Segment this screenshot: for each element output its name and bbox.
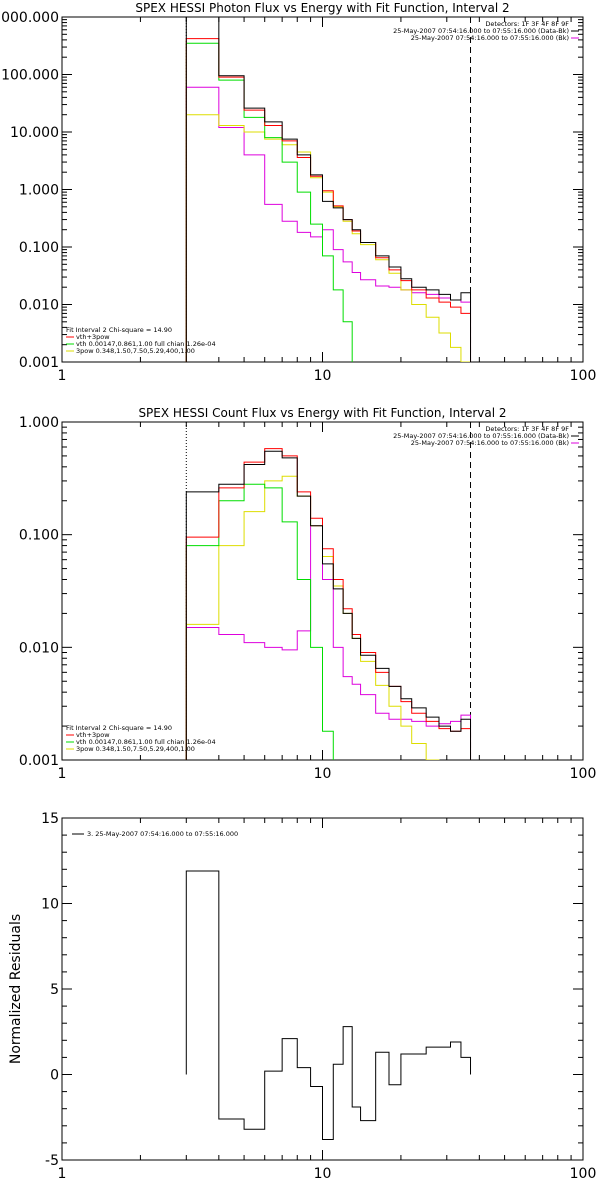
x-tick-label: 10 [314, 368, 332, 384]
y-tick-label: 1.000 [19, 183, 59, 199]
y-tick-label: 0.010 [19, 298, 59, 314]
info-text: 25-May-2007 07:54:16.000 to 07:55:16.000… [393, 432, 569, 440]
y-axis-label: Normalized Residuals [8, 914, 24, 1064]
x-tick-label: 100 [570, 368, 597, 384]
y-tick-label: 0.010 [19, 640, 59, 656]
y-tick-label: 100.000 [1, 68, 59, 84]
info-text: Detectors: 1F 3F 4F 8F 9F [485, 20, 569, 28]
legend-entry: vth 0.00147,0.861,1.00 full chian 1.26e-… [76, 340, 216, 348]
legend-entry: 3pow 0.348,1.50,7.50,5.29,400,1.00 [76, 745, 195, 753]
series-background-line [185, 525, 472, 760]
y-tick-label: 15 [41, 811, 59, 827]
series-vth-3pow-line [185, 448, 472, 760]
series-total-line [185, 870, 472, 1140]
series-pow-line [185, 475, 440, 760]
legend-entry: 3. 25-May-2007 07:54:16.000 to 07:55:16.… [87, 830, 238, 838]
legend-entry: vth+3pow [76, 731, 110, 739]
series-total-line [185, 450, 472, 760]
chart-title: SPEX HESSI Photon Flux vs Energy with Fi… [135, 1, 509, 15]
x-tick-label: 1 [58, 766, 67, 782]
x-tick-label: 10 [314, 766, 332, 782]
series-pow-line [185, 114, 472, 362]
y-tick-label: 0 [50, 1068, 59, 1084]
y-tick-label: 1.000 [19, 415, 59, 431]
y-tick-label: 10.000 [10, 125, 59, 141]
info-text: 25-May-2007 07:54:16.000 to 07:55:16.000… [393, 27, 569, 35]
legend-entry: vth 0.00147,0.861,1.00 full chian 1.26e-… [76, 738, 216, 746]
x-tick-label: 1 [58, 1166, 67, 1182]
y-tick-label: 0.100 [19, 528, 59, 544]
y-tick-label: -5 [45, 1153, 59, 1169]
y-tick-label: 0.001 [19, 753, 59, 769]
x-tick-label: 10 [314, 1166, 332, 1182]
y-tick-label: 10 [41, 897, 59, 913]
series-total-line [185, 17, 472, 362]
legend-entry: vth+3pow [76, 333, 110, 341]
series-background-line [185, 86, 472, 362]
x-tick-label: 100 [570, 766, 597, 782]
legend-header: Fit Interval 2 Chi-square = 14.90 [66, 326, 172, 334]
series-vth-line [185, 483, 334, 760]
info-text: 25-May-2007 07:54:16.000 to 07:55:16.000… [411, 439, 569, 447]
info-text: Detectors: 1F 3F 4F 8F 9F [485, 425, 569, 433]
info-text: 25-May-2007 07:54:16.000 to 07:55:16.000… [411, 34, 569, 42]
x-tick-label: 100 [570, 1166, 597, 1182]
x-tick-label: 1 [58, 368, 67, 384]
legend-header: Fit Interval 2 Chi-square = 14.90 [66, 724, 172, 732]
y-tick-label: 5 [50, 982, 59, 998]
series-vth-line [185, 42, 353, 362]
y-tick-label: 0.001 [19, 355, 59, 371]
y-tick-label: 0.100 [19, 240, 59, 256]
legend-entry: 3pow 0.348,1.50,7.50,5.29,400,1.00 [76, 347, 195, 355]
chart-title: SPEX HESSI Count Flux vs Energy with Fit… [138, 406, 506, 420]
